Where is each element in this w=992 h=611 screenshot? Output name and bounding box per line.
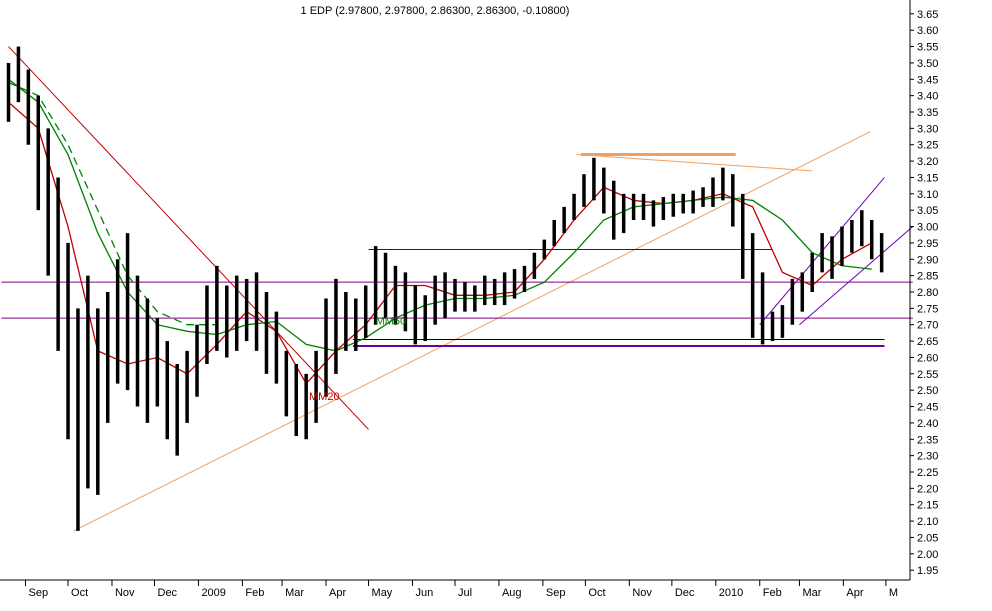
y-tick-label: 2.30 (917, 451, 938, 463)
y-tick-label: 2.45 (917, 402, 938, 414)
y-tick-label: 2.35 (917, 434, 938, 446)
trendline (576, 154, 813, 172)
y-tick-label: 3.05 (917, 205, 938, 217)
annotation-mm20: MM20 (309, 391, 340, 403)
x-tick-label: Oct (588, 587, 605, 599)
x-tick-label: Oct (71, 587, 88, 599)
x-tick-label: Dec (675, 587, 695, 599)
y-tick-label: 2.55 (917, 369, 938, 381)
series-line-mm50 (8, 78, 872, 352)
x-tick-label: Dec (158, 587, 178, 599)
y-tick-label: 3.00 (917, 222, 938, 234)
series-line-dashed-average (8, 81, 217, 326)
y-tick-label: 2.20 (917, 483, 938, 495)
y-tick-label: 2.15 (917, 500, 938, 512)
y-tick-label: 3.60 (917, 25, 938, 37)
series-line-mm20 (8, 101, 873, 385)
annotations-layer: MM50 MM20 (309, 316, 406, 403)
y-tick-label: 2.60 (917, 352, 938, 364)
y-tick-label: 2.40 (917, 418, 938, 430)
y-tick-label: 3.30 (917, 123, 938, 135)
x-tick-label: Jun (415, 587, 433, 599)
x-tick-label: Nov (115, 587, 135, 599)
y-tick-label: 2.75 (917, 303, 938, 315)
x-tick-label: Feb (245, 587, 264, 599)
y-tick-label: 3.50 (917, 58, 938, 70)
y-tick-label: 3.10 (917, 189, 938, 201)
x-tick-label: Apr (846, 587, 863, 599)
y-tick-label: 3.45 (917, 74, 938, 86)
trendline (799, 226, 914, 326)
chart-title: 1 EDP (2.97800, 2.97800, 2.86300, 2.8630… (301, 5, 570, 17)
y-tick-label: 2.95 (917, 238, 938, 250)
trendline (8, 46, 369, 430)
y-tick-label: 3.20 (917, 156, 938, 168)
x-tick-label: Sep (546, 587, 566, 599)
y-tick-label: 2.10 (917, 516, 938, 528)
y-tick-label: 2.65 (917, 336, 938, 348)
y-tick-label: 2.85 (917, 271, 938, 283)
price-bars-layer (6, 46, 884, 531)
y-tick-label: 1.95 (917, 565, 938, 577)
x-tick-label: May (372, 587, 393, 599)
y-tick-label: 2.70 (917, 320, 938, 332)
y-tick-label: 3.15 (917, 172, 938, 184)
y-tick-label: 2.80 (917, 287, 938, 299)
x-tick-label: 2009 (201, 587, 225, 599)
y-tick-label: 2.25 (917, 467, 938, 479)
y-tick-label: 3.35 (917, 107, 938, 119)
y-tick-label: 2.90 (917, 254, 938, 266)
y-tick-label: 2.50 (917, 385, 938, 397)
x-tick-label: Mar (285, 587, 304, 599)
x-tick-label: 2010 (719, 587, 743, 599)
y-tick-label: 3.65 (917, 9, 938, 21)
x-tick-label: Mar (802, 587, 821, 599)
x-tick-label: Sep (29, 587, 49, 599)
annotation-mm50: MM50 (376, 316, 407, 328)
x-tick-label: Feb (763, 587, 782, 599)
y-tick-label: 2.00 (917, 549, 938, 561)
y-tick-label: 3.25 (917, 140, 938, 152)
axes-layer: 1.95 2.00 2.05 2.10 2.15 2.20 2.25 2.30 2.35 2.40… (0, 0, 938, 599)
y-tick-label: 3.55 (917, 42, 938, 54)
y-tick-label: 3.40 (917, 91, 938, 103)
y-tick-label: 2.05 (917, 532, 938, 544)
x-tick-label: Apr (329, 587, 346, 599)
x-tick-label: M (889, 587, 898, 599)
x-tick-label: Jul (458, 587, 472, 599)
moving-averages-layer (8, 78, 873, 385)
x-tick-label: Nov (632, 587, 652, 599)
x-tick-label: Aug (502, 587, 522, 599)
